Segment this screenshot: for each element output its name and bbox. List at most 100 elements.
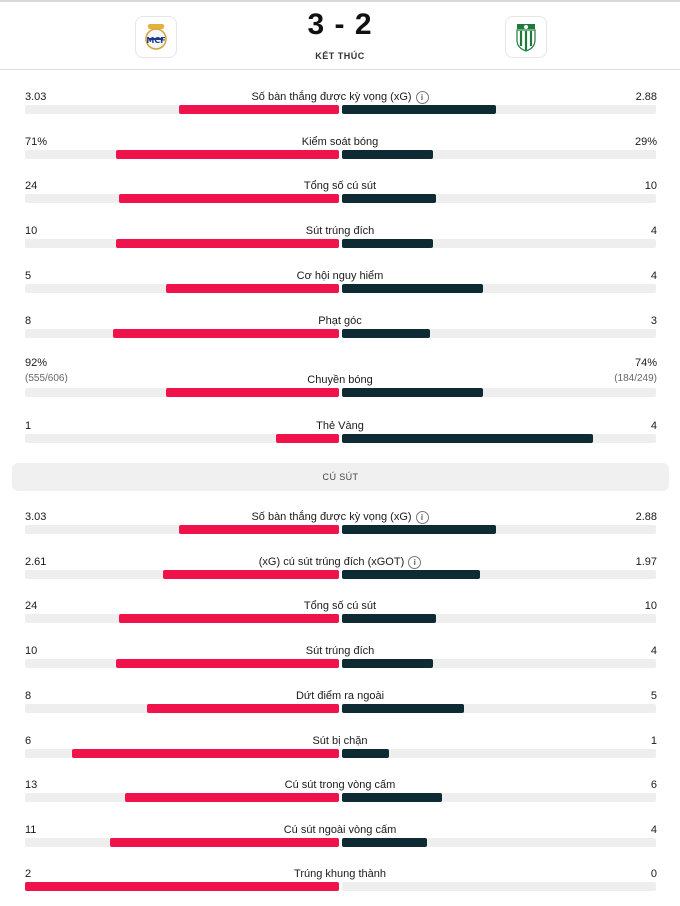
away-value-text: 29%: [634, 136, 657, 148]
away-value-text: 10: [644, 600, 657, 612]
info-icon[interactable]: i: [408, 556, 422, 569]
away-stat-value: 5: [651, 690, 657, 702]
home-bar-fill: [125, 793, 339, 802]
away-team-crest[interactable]: [505, 16, 547, 58]
away-value-text: 10: [644, 180, 657, 192]
home-value-text: 92%: [25, 357, 48, 369]
home-bar-fill: [166, 284, 339, 293]
stat-label: Tổng số cú sút: [140, 600, 540, 612]
away-value-text: 4: [650, 225, 657, 237]
home-stat-value: 8: [25, 690, 31, 702]
away-bar-track: [342, 239, 656, 248]
home-value-text: 3.03: [25, 91, 47, 103]
away-stat-value: 4: [651, 270, 657, 282]
home-value-text: 6: [25, 735, 32, 747]
away-bar-fill: [342, 838, 427, 847]
real-madrid-crest-icon: MCF: [145, 24, 167, 50]
stat-label: Thẻ Vàng: [140, 420, 540, 432]
home-bar-fill: [166, 388, 339, 397]
stat-row: 92% (555/606) 74% (184/249) Chuyền bóng: [0, 355, 680, 397]
away-bar-fill: [342, 793, 442, 802]
away-stat-value: 1: [651, 735, 657, 747]
stat-label-text: Cú sút ngoài vòng cấm: [283, 824, 397, 836]
match-status: KẾT THÚC: [315, 51, 365, 61]
home-bar-track: [25, 525, 339, 534]
home-value-text: 10: [25, 645, 38, 657]
home-stat-value: 3.03: [25, 91, 46, 103]
away-value-text: 2.88: [635, 511, 657, 523]
stat-label: Phạt góc: [140, 315, 540, 327]
stat-row: 2.61 1.97 (xG) cú sút trúng đích (xGOT) i: [0, 554, 680, 594]
home-bar-track: [25, 838, 339, 847]
stat-label-text: Tổng số cú sút: [303, 600, 377, 612]
home-bar-fill: [147, 704, 339, 713]
away-value-text: 3: [650, 315, 657, 327]
info-icon[interactable]: i: [415, 91, 429, 104]
stat-label-text: Trúng khung thành: [294, 868, 386, 880]
home-bar-track: [25, 150, 339, 159]
stat-label-text: Số bàn thắng được kỳ vọng (xG): [251, 511, 412, 523]
stat-label: Cú sút trong vòng cấm: [140, 779, 540, 791]
away-value-text: 5: [650, 690, 657, 702]
stat-row: 13 6 Cú sút trong vòng cấm: [0, 777, 680, 817]
stat-label-text: Tổng số cú sút: [303, 180, 377, 192]
home-value-text: 8: [25, 690, 32, 702]
home-bar-fill: [179, 105, 339, 114]
stat-label-text: Kiểm soát bóng: [301, 136, 379, 148]
home-stat-value: 10: [25, 645, 37, 657]
home-team-crest[interactable]: MCF: [135, 16, 177, 58]
top-border: [0, 0, 680, 2]
away-value-text: 1.97: [635, 556, 657, 568]
stat-row: 10 4 Sút trúng đích: [0, 643, 680, 683]
away-stat-value: 4: [651, 645, 657, 657]
stat-label: Sút trúng đích: [140, 645, 540, 657]
away-bar-track: [342, 105, 656, 114]
away-bar-fill: [342, 150, 433, 159]
home-bar-track: [25, 105, 339, 114]
home-stat-value: 13: [25, 779, 37, 791]
away-stat-value: 0: [651, 868, 657, 880]
away-value-text: 74%: [634, 357, 657, 369]
stat-label: (xG) cú sút trúng đích (xGOT) i: [140, 556, 540, 569]
stat-row: 24 10 Tổng số cú sút: [0, 178, 680, 218]
away-stat-value: 10: [645, 600, 657, 612]
away-bar-fill: [342, 194, 436, 203]
stat-row: 3.03 2.88 Số bàn thắng được kỳ vọng (xG) i: [0, 89, 680, 129]
home-bar-track: [25, 570, 339, 579]
away-stat-value: 4: [651, 824, 657, 836]
info-icon[interactable]: i: [415, 511, 429, 524]
home-stat-value: 71%: [25, 136, 47, 148]
stat-label: Số bàn thắng được kỳ vọng (xG) i: [140, 91, 540, 104]
home-value-text: 8: [25, 315, 32, 327]
stat-label-text: Dứt điểm ra ngoài: [295, 690, 385, 702]
stat-label: Cú sút ngoài vòng cấm: [140, 824, 540, 836]
stat-row: 2 0 Trúng khung thành: [0, 866, 680, 906]
away-bar-fill: [342, 239, 433, 248]
home-bar-track: [25, 614, 339, 623]
home-stat-value: 1: [25, 420, 31, 432]
home-stat-value: 92% (555/606): [25, 357, 68, 384]
away-bar-track: [342, 194, 656, 203]
home-value-text: 13: [25, 779, 38, 791]
away-bar-track: [342, 570, 656, 579]
away-bar-track: [342, 329, 656, 338]
away-bar-track: [342, 614, 656, 623]
away-value-text: 4: [650, 270, 657, 282]
away-value-text: 4: [650, 645, 657, 657]
home-bar-fill: [119, 194, 339, 203]
stat-label: Sút trúng đích: [140, 225, 540, 237]
home-stat-value: 3.03: [25, 511, 46, 523]
away-bar-fill: [342, 434, 593, 443]
home-bar-fill: [119, 614, 339, 623]
home-value-text: 71%: [25, 136, 48, 148]
home-bar-track: [25, 239, 339, 248]
stat-label-text: Chuyền bóng: [307, 374, 373, 386]
away-bar-track: [342, 525, 656, 534]
away-bar-track: [342, 793, 656, 802]
header-divider: [0, 69, 680, 70]
away-bar-fill: [342, 570, 480, 579]
home-bar-fill: [110, 838, 339, 847]
home-bar-fill: [72, 749, 339, 758]
home-bar-track: [25, 388, 339, 397]
stat-row: 8 5 Dứt điểm ra ngoài: [0, 688, 680, 728]
